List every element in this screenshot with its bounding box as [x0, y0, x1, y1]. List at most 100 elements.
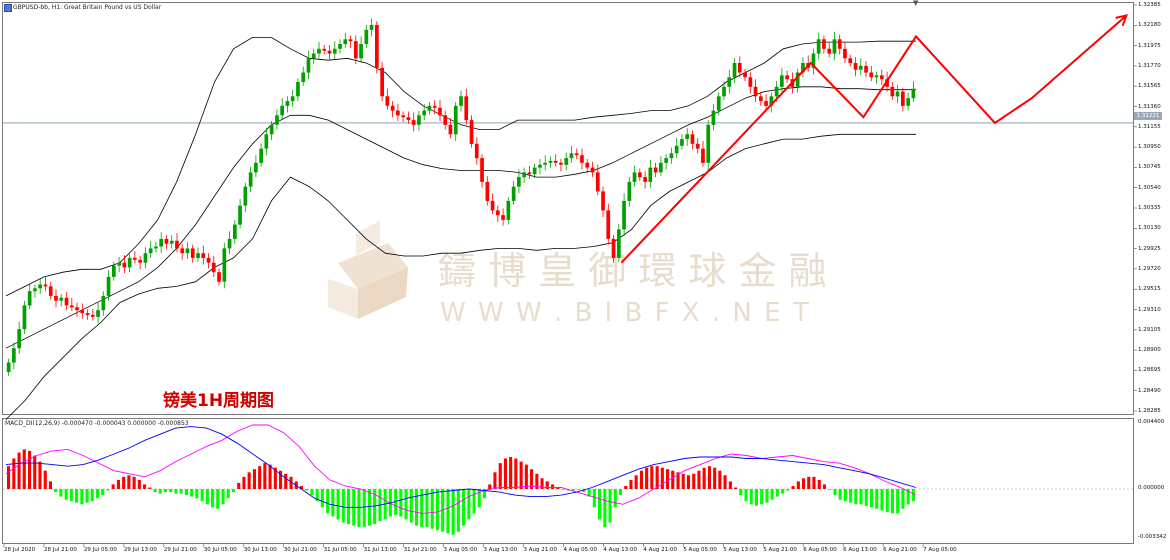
candle-body [895, 91, 900, 97]
macd-histogram-bar [96, 489, 100, 499]
macd-histogram-bar [252, 469, 256, 489]
candle-body [311, 53, 316, 59]
macd-histogram-bar [822, 484, 826, 489]
candle-body [385, 96, 390, 106]
candle-body [701, 148, 705, 163]
macd-histogram-bar [195, 489, 199, 499]
candle-body [669, 153, 674, 159]
macd-histogram-bar [613, 489, 617, 508]
candle-body [811, 53, 816, 68]
candle-body [22, 305, 27, 330]
candle-body [38, 284, 42, 289]
macd-histogram-bar [676, 472, 680, 490]
macd-histogram-bar [781, 489, 785, 494]
candle-body [12, 348, 16, 363]
candle-body [622, 200, 626, 230]
candle-body [538, 164, 542, 168]
candle-body [332, 48, 337, 54]
macd-histogram-bar [875, 489, 879, 509]
macd-histogram-bar [749, 489, 753, 505]
candle-body [737, 63, 742, 73]
macd-histogram-bar [472, 489, 476, 514]
macd-histogram-bar [467, 489, 471, 520]
candle-body [259, 148, 263, 163]
candle-body [832, 39, 837, 54]
macd-histogram-bar [289, 476, 293, 489]
candle-body [858, 65, 863, 70]
price-tick: 1.30745 [1138, 164, 1161, 171]
time-tick: 6 Aug 05:00 [803, 547, 837, 553]
macd-histogram-bar [509, 457, 513, 489]
candle-body [674, 145, 679, 154]
macd-histogram-bar [299, 486, 303, 489]
macd-histogram-bar [598, 489, 602, 520]
macd-histogram-bar [247, 472, 251, 490]
candle-body [743, 72, 747, 78]
macd-histogram-bar [420, 489, 424, 528]
candle-body [296, 82, 300, 97]
time-tick: 30 Jul 13:00 [243, 547, 277, 553]
macd-frame[interactable] [2, 418, 1134, 544]
macd-histogram-bar [158, 489, 162, 494]
candle-body [506, 200, 511, 220]
macd-histogram-bar [462, 489, 466, 526]
price-tick: 1.29515 [1138, 286, 1161, 293]
macd-histogram-bar [48, 481, 52, 489]
macd-histogram-bar [535, 473, 539, 489]
time-tick: 29 Jul 21:00 [163, 547, 197, 553]
watermark-logo [328, 221, 408, 319]
macd-histogram-bar [451, 489, 455, 535]
candle-body [764, 101, 768, 106]
candle-body [196, 253, 200, 258]
macd-histogram-bar [211, 489, 215, 508]
macd-histogram-bar [796, 481, 800, 489]
macd-histogram-bar [273, 467, 277, 489]
candle-body [238, 205, 242, 225]
macd-histogram-bar [728, 481, 732, 489]
macd-histogram-bar [200, 489, 204, 502]
macd-histogram-bar [28, 450, 32, 489]
bollinger-middle-band [5, 86, 916, 349]
time-tick: 29 Jul 13:00 [123, 547, 157, 553]
candle-body [517, 177, 521, 187]
time-tick: 5 Aug 05:00 [683, 547, 717, 553]
macd-histogram-bar [231, 489, 235, 493]
time-tick: 31 Jul 13:00 [363, 547, 397, 553]
macd-histogram-bar [561, 489, 565, 490]
macd-histogram-bar [205, 489, 209, 505]
main-chart-frame[interactable] [2, 2, 1134, 415]
macd-histogram-bar [38, 461, 42, 489]
macd-histogram-bar [106, 489, 110, 491]
price-tick: 1.30335 [1138, 205, 1161, 211]
macd-histogram-bar [906, 489, 910, 505]
macd-histogram-bar [12, 458, 16, 489]
candle-body [569, 153, 574, 159]
macd-histogram-bar [226, 489, 230, 499]
time-tick: 4 Aug 13:00 [603, 547, 637, 553]
candle-body [64, 297, 69, 306]
scroll-marker[interactable]: ▼ [913, 0, 919, 7]
candle-body [548, 160, 553, 163]
macd-histogram-bar [545, 481, 549, 489]
candle-body [774, 86, 779, 97]
candle-body [211, 262, 216, 273]
candle-body [611, 238, 616, 258]
candle-body [269, 124, 274, 135]
candle-body [453, 105, 458, 135]
macd-histogram-bar [802, 478, 806, 489]
candle-body [359, 44, 363, 59]
macd-histogram-bar [132, 476, 136, 489]
macd-histogram-bar [493, 472, 497, 490]
candle-body [543, 162, 547, 165]
macd-histogram-bar [744, 489, 748, 502]
candle-body [685, 134, 689, 140]
candle-body [427, 105, 432, 111]
candle-body [864, 65, 868, 73]
macd-histogram-bar [645, 467, 649, 489]
macd-histogram-bar [817, 479, 821, 489]
candle-body [417, 115, 421, 125]
macd-histogram-bar [571, 489, 575, 491]
macd-histogram-bar [592, 489, 596, 508]
